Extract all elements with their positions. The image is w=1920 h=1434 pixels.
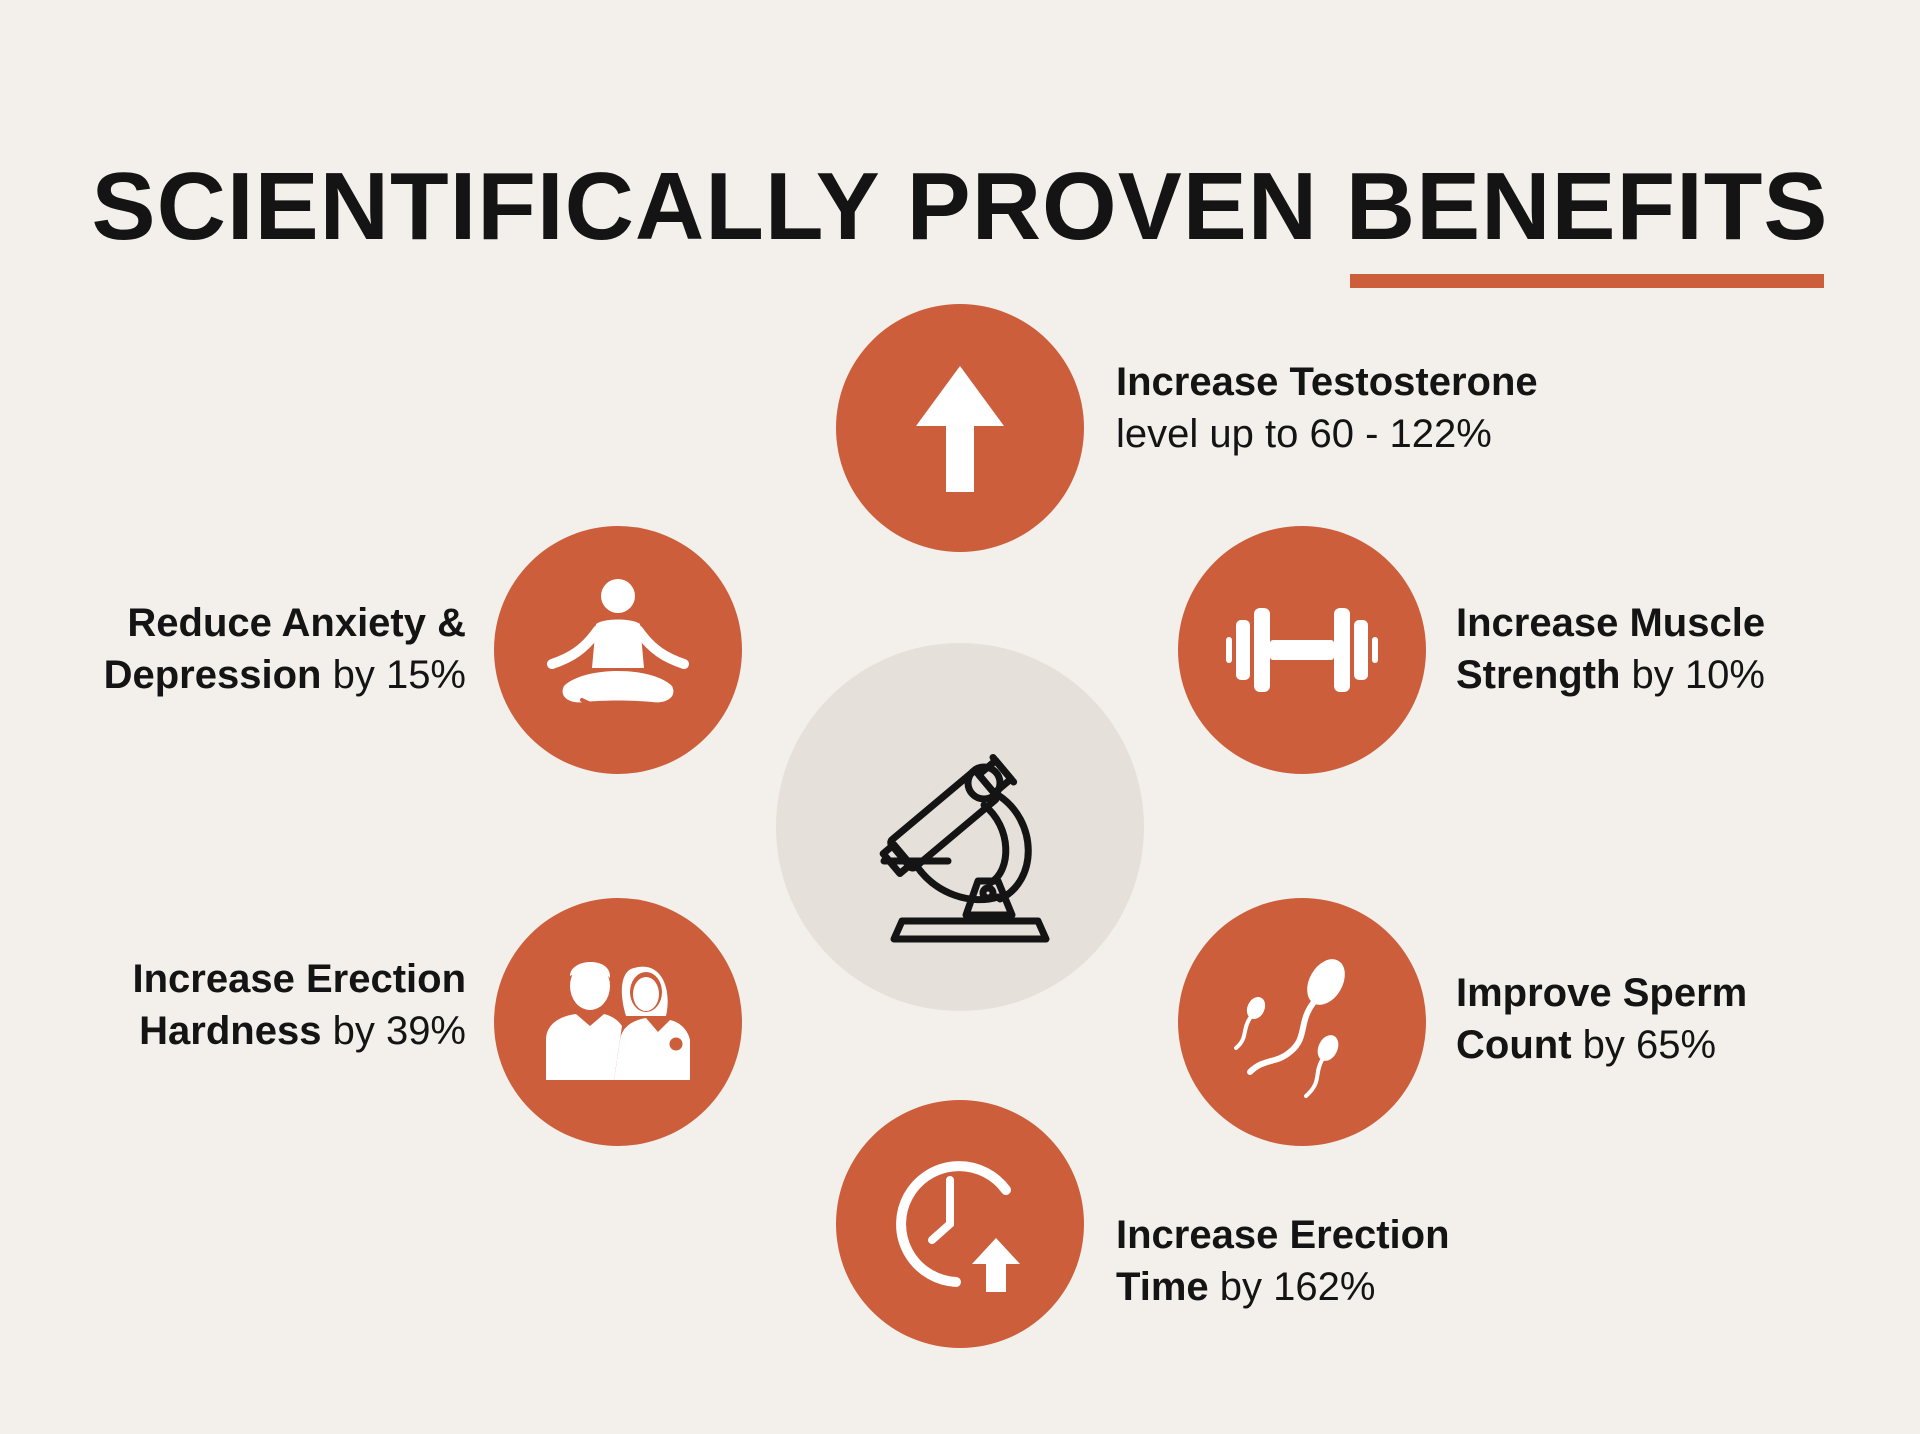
benefit-muscle-label: Increase Muscle Strength by 10% [1456, 601, 1766, 697]
clock-arrow-up-icon [896, 1161, 1020, 1292]
benefit-anxiety-circle [494, 526, 742, 774]
benefit-erection-time-label: Increase Erection Time by 162% [1116, 1213, 1450, 1309]
benefit-erection-time-circle [836, 1100, 1084, 1348]
benefit-anxiety-label: Reduce Anxiety & Depression by 15% [103, 601, 466, 697]
dumbbell-icon [1226, 608, 1378, 692]
benefit-erection-hardness-label: Increase Erection Hardness by 39% [132, 957, 467, 1053]
page-title: SCIENTIFICALLY PROVEN BENEFITS [0, 152, 1920, 289]
benefit-sperm-circle [1178, 898, 1426, 1146]
benefit-muscle-circle [1178, 526, 1426, 774]
microscope-icon [879, 753, 1050, 943]
title-accent: BENEFITS [1345, 153, 1829, 289]
meditation-icon [547, 579, 689, 712]
title-main: SCIENTIFICALLY PROVEN [91, 153, 1346, 261]
couple-icon [546, 962, 690, 1080]
benefit-testosterone-label: Increase Testosterone level up to 60 - 1… [1116, 360, 1538, 456]
arrow-up-icon [916, 366, 1004, 492]
benefit-testosterone-circle [836, 304, 1084, 552]
benefit-sperm-label: Improve Sperm Count by 65% [1456, 971, 1748, 1067]
center-circle [776, 643, 1144, 1011]
sperm-icon [1234, 959, 1345, 1098]
benefit-erection-hardness-circle [494, 898, 742, 1146]
